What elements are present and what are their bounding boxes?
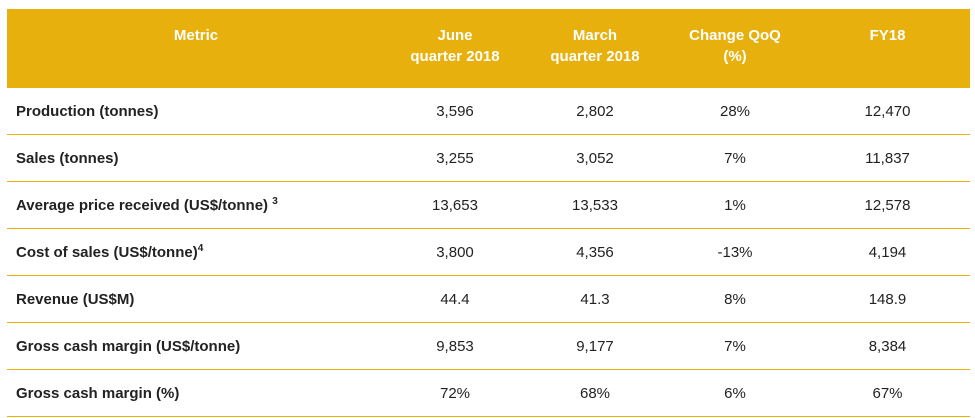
cell-change: 8% xyxy=(724,290,746,308)
cell-march: 2,802 xyxy=(576,102,614,120)
cell-change: 28% xyxy=(719,102,751,120)
header-change-qoq: Change QoQ (%) xyxy=(689,27,781,65)
table-row: Gross cash margin (US$/tonne) 9,853 9,17… xyxy=(7,323,970,370)
cell-march: 9,177 xyxy=(576,337,614,355)
cell-fy18: 8,384 xyxy=(868,337,907,355)
row-label: Average price received (US$/tonne) 3 xyxy=(16,195,278,214)
cell-change: 1% xyxy=(724,196,746,214)
row-label: Revenue (US$M) xyxy=(16,290,135,308)
table-row: Gross cash margin (%) 72% 68% 6% 67% xyxy=(7,370,970,417)
cell-june: 9,853 xyxy=(436,337,474,355)
cell-change: 7% xyxy=(724,149,746,167)
row-label: Cost of sales (US$/tonne)4 xyxy=(16,242,204,261)
cell-fy18: 148.9 xyxy=(868,290,907,308)
footnote-3: 3 xyxy=(272,195,278,207)
table-row: Production (tonnes) 3,596 2,802 28% 12,4… xyxy=(7,88,970,135)
cell-march: 68% xyxy=(579,384,611,402)
cell-june: 3,800 xyxy=(436,243,474,261)
cell-change: 6% xyxy=(724,384,746,402)
cell-june: 3,596 xyxy=(436,102,474,120)
cell-change: -13% xyxy=(717,243,753,261)
cell-change: 7% xyxy=(724,337,746,355)
cell-fy18: 67% xyxy=(872,384,903,402)
row-label: Sales (tonnes) xyxy=(16,149,119,167)
table-row: Revenue (US$M) 44.4 41.3 8% 148.9 xyxy=(7,276,970,323)
table-row: Cost of sales (US$/tonne)4 3,800 4,356 -… xyxy=(7,229,970,276)
cell-fy18: 11,837 xyxy=(865,149,910,167)
row-label: Production (tonnes) xyxy=(16,102,159,120)
cell-march: 3,052 xyxy=(576,149,614,167)
table-header: Metric June quarter 2018 March quarter 2… xyxy=(7,9,970,88)
cell-june: 13,653 xyxy=(432,196,478,214)
header-fy18: FY18 xyxy=(869,27,906,44)
cell-fy18: 12,470 xyxy=(864,102,911,120)
metrics-table: Metric June quarter 2018 March quarter 2… xyxy=(7,9,970,417)
cell-march: 13,533 xyxy=(572,196,618,214)
cell-fy18: 12,578 xyxy=(864,196,911,214)
footnote-4: 4 xyxy=(197,242,204,254)
cell-march: 4,356 xyxy=(576,243,614,261)
cell-june: 3,255 xyxy=(436,149,474,167)
cell-june: 72% xyxy=(439,384,471,402)
cell-march: 41.3 xyxy=(580,290,610,308)
table-row: Sales (tonnes) 3,255 3,052 7% 11,837 xyxy=(7,135,970,182)
cell-fy18: 4,194 xyxy=(868,243,907,261)
cell-june: 44.4 xyxy=(440,290,470,308)
row-label: Gross cash margin (US$/tonne) xyxy=(16,337,241,355)
header-june-quarter: June quarter 2018 xyxy=(410,27,500,65)
row-label: Gross cash margin (%) xyxy=(16,384,180,402)
header-march-quarter: March quarter 2018 xyxy=(550,27,640,65)
table-row: Average price received (US$/tonne) 3 13,… xyxy=(7,182,970,229)
header-metric: Metric xyxy=(173,27,219,44)
